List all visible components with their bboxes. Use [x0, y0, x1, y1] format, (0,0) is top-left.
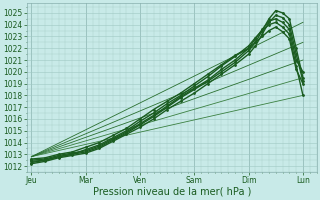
- X-axis label: Pression niveau de la mer( hPa ): Pression niveau de la mer( hPa ): [92, 187, 251, 197]
